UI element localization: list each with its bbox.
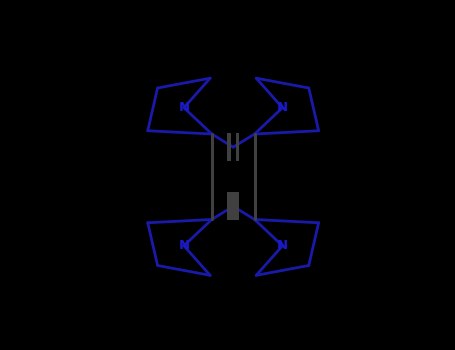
Text: N: N (277, 101, 288, 114)
Text: N: N (178, 239, 189, 252)
Text: N: N (178, 101, 189, 114)
Bar (227, 193, 239, 220)
Text: N: N (277, 239, 288, 252)
Bar (236, 133, 239, 161)
Bar (227, 133, 231, 161)
